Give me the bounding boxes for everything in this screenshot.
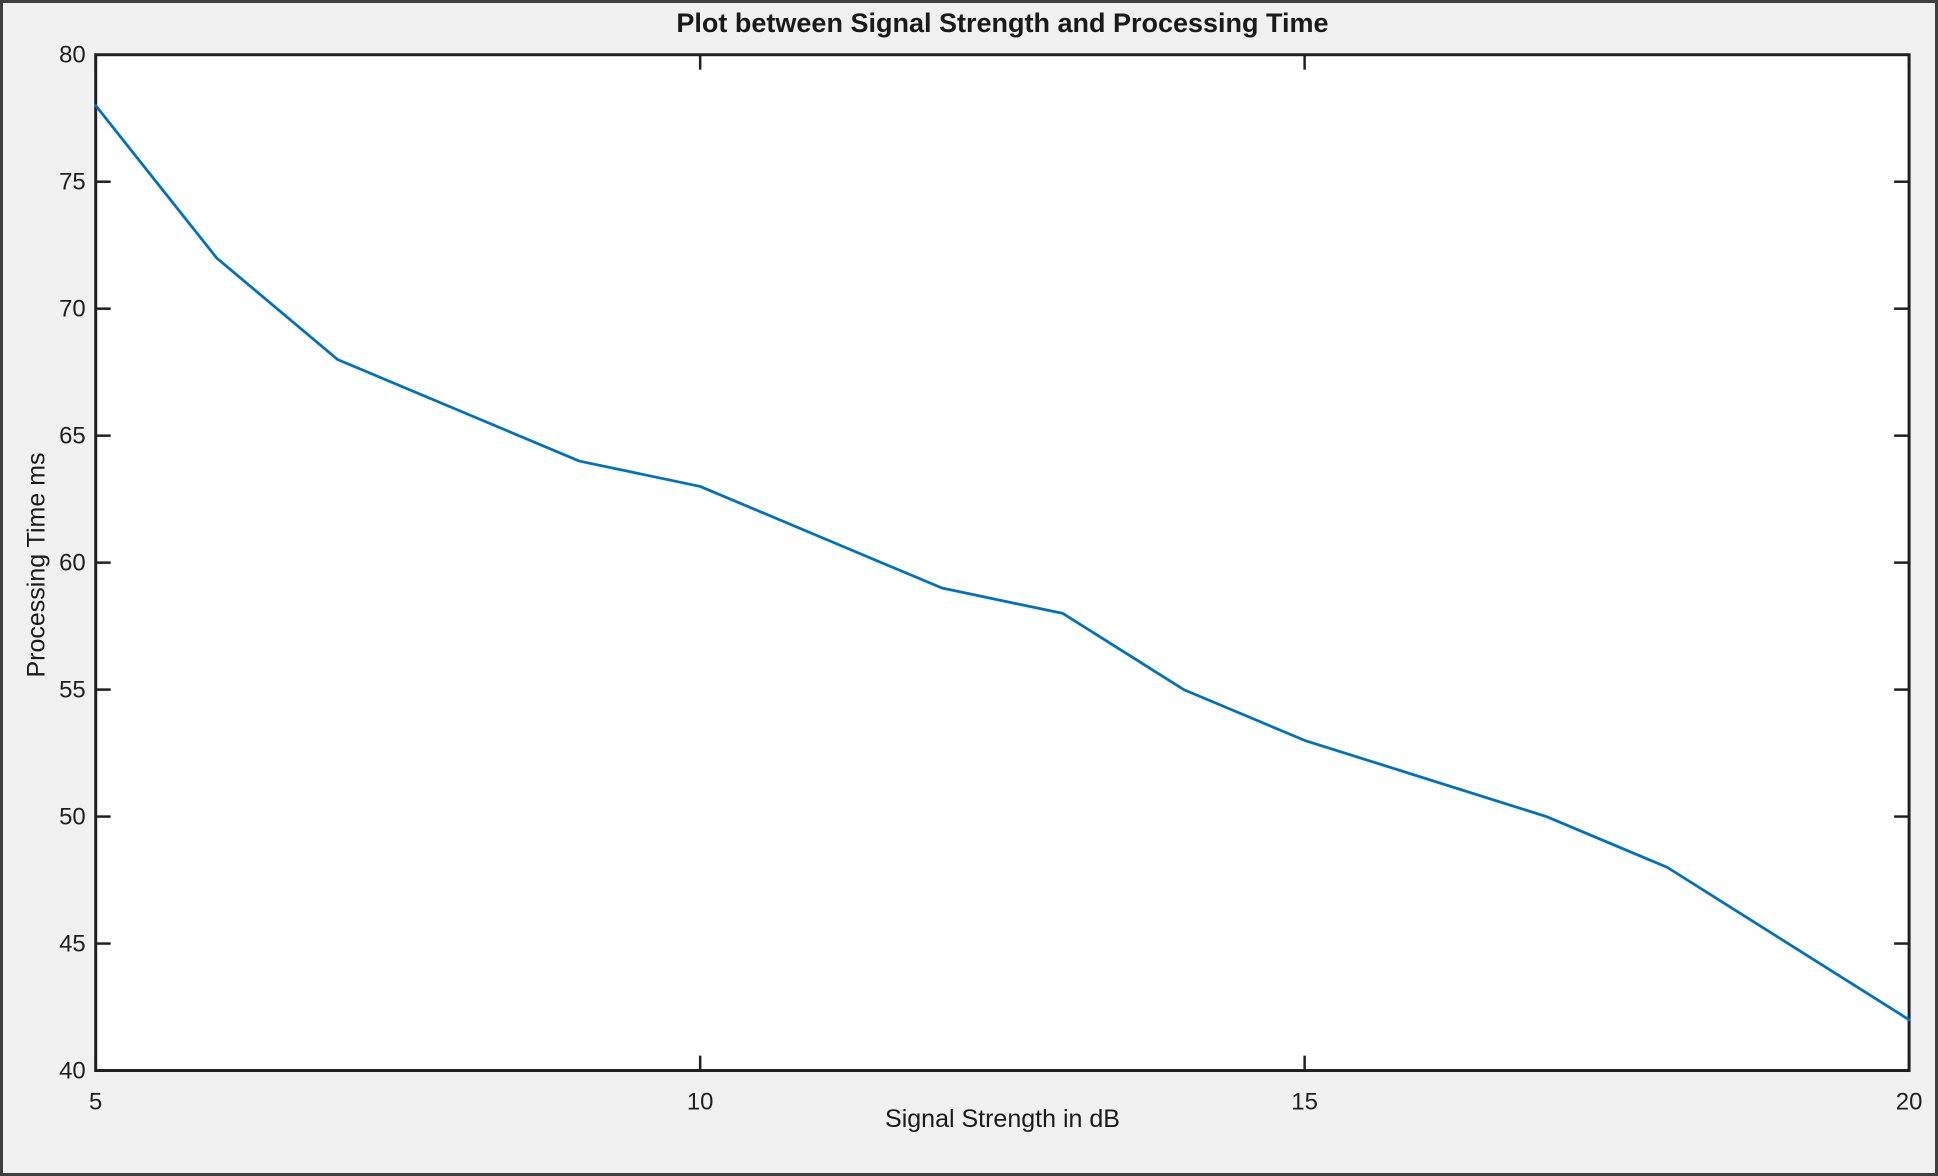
x-axis-label: Signal Strength in dB (885, 1105, 1120, 1133)
y-tick-label: 60 (59, 550, 86, 577)
plot-area: 5 10 15 20 40 45 50 55 60 65 70 75 80 (59, 42, 1923, 1116)
y-tick-label: 50 (59, 804, 86, 831)
y-tick-label: 75 (59, 169, 86, 196)
x-tick-label: 20 (1896, 1088, 1923, 1115)
plot-title: Plot between Signal Strength and Process… (676, 8, 1329, 38)
y-tick-label: 55 (59, 677, 86, 704)
matlab-figure-window: 5 10 15 20 40 45 50 55 60 65 70 75 80 Plot between S… (3, 3, 1935, 1173)
y-tick-label: 70 (59, 296, 86, 323)
axes-box (94, 53, 1911, 1073)
y-tick-label: 40 (59, 1058, 86, 1085)
x-tick-label: 10 (687, 1088, 714, 1115)
y-tick-label: 80 (59, 42, 86, 69)
y-tick-label: 65 (59, 423, 86, 450)
y-tick-label: 45 (59, 931, 86, 958)
x-tick-label: 15 (1291, 1088, 1318, 1115)
y-axis-label: Processing Time ms (22, 452, 51, 678)
x-tick-label: 5 (89, 1088, 102, 1115)
data-line (94, 104, 1911, 1022)
plot-background (95, 54, 1910, 1071)
